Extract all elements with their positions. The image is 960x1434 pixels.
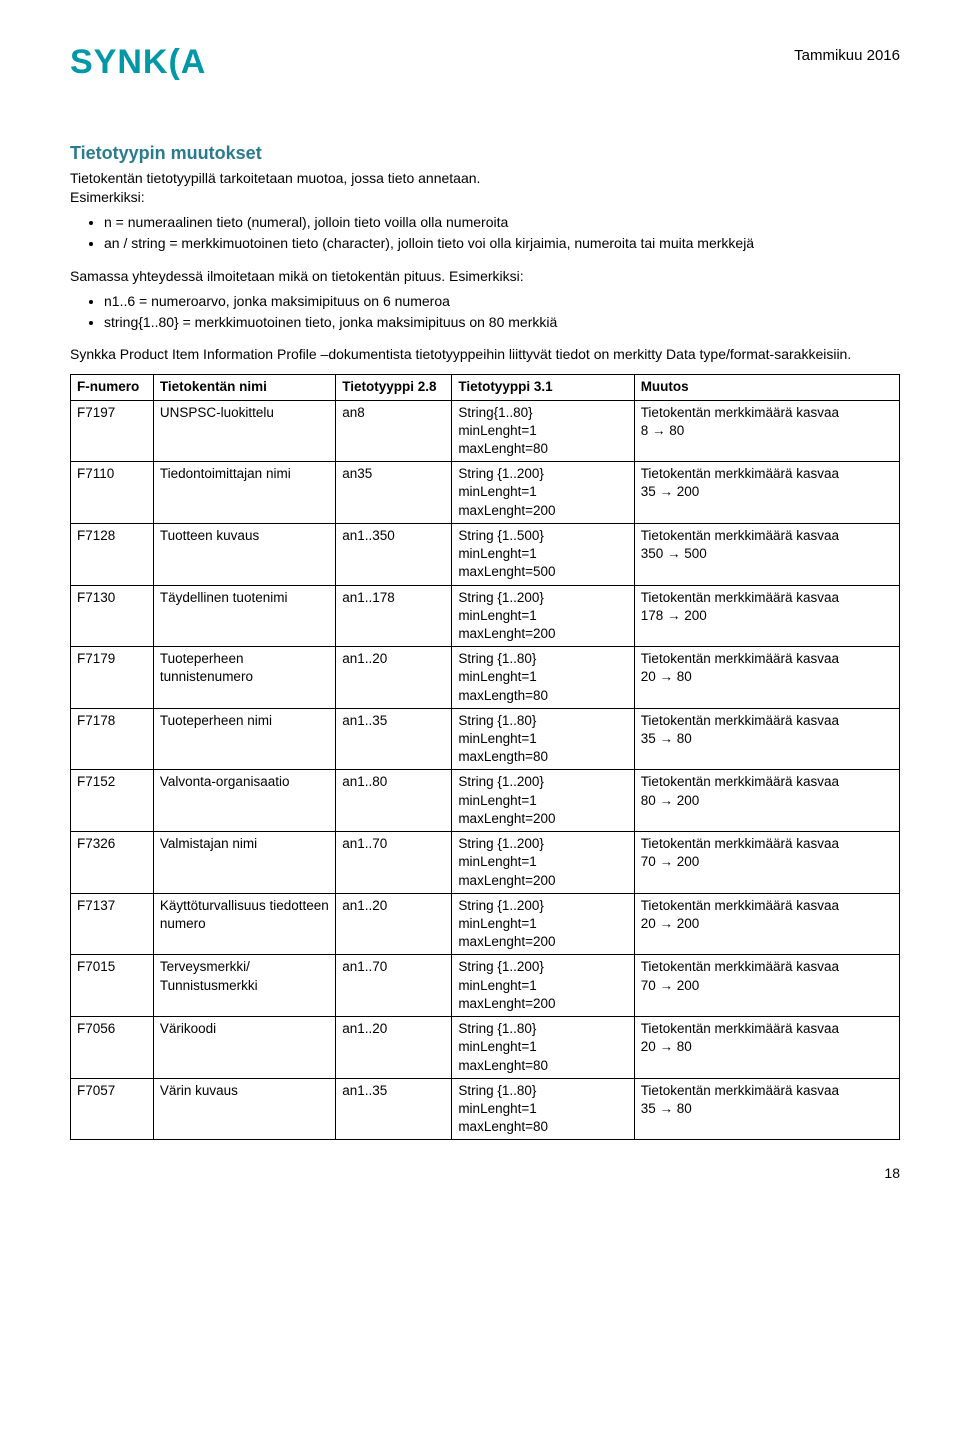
table-cell: String {1..200} minLenght=1 maxLenght=20… xyxy=(452,770,634,832)
table-cell: String {1..80} minLenght=1 maxLenght=80 xyxy=(452,1017,634,1079)
bullet-list-1: n = numeraalinen tieto (numeral), jolloi… xyxy=(70,213,900,253)
table-cell: F7152 xyxy=(71,770,154,832)
table-cell: F7015 xyxy=(71,955,154,1017)
table-cell: an1..80 xyxy=(336,770,452,832)
table-cell: String {1..200} minLenght=1 maxLenght=20… xyxy=(452,832,634,894)
table-row: F7130Täydellinen tuotenimian1..178String… xyxy=(71,585,900,647)
table-cell: Tietokentän merkkimäärä kasvaa 350 → 500 xyxy=(634,523,899,585)
table-cell: Värin kuvaus xyxy=(153,1078,335,1140)
table-cell: an1..20 xyxy=(336,647,452,709)
table-cell: Tuotteen kuvaus xyxy=(153,523,335,585)
table-cell: String {1..200} minLenght=1 maxLenght=20… xyxy=(452,462,634,524)
logo: SYNK(A xyxy=(70,40,206,86)
table-row: F7178Tuoteperheen nimian1..35String {1..… xyxy=(71,708,900,770)
table-cell: an1..70 xyxy=(336,832,452,894)
table-cell: an1..35 xyxy=(336,1078,452,1140)
data-table: F-numero Tietokentän nimi Tietotyyppi 2.… xyxy=(70,374,900,1140)
table-row: F7128Tuotteen kuvausan1..350String {1..5… xyxy=(71,523,900,585)
col-header: Muutos xyxy=(634,375,899,400)
table-cell: F7057 xyxy=(71,1078,154,1140)
table-cell: an1..35 xyxy=(336,708,452,770)
table-row: F7015Terveysmerkki/ Tunnistusmerkkian1..… xyxy=(71,955,900,1017)
table-cell: an1..350 xyxy=(336,523,452,585)
list-item: n = numeraalinen tieto (numeral), jolloi… xyxy=(104,213,900,232)
table-row: F7326Valmistajan nimian1..70String {1..2… xyxy=(71,832,900,894)
table-cell: String {1..80} minLenght=1 maxLength=80 xyxy=(452,647,634,709)
table-cell: Tuoteperheen tunnistenumero xyxy=(153,647,335,709)
list-item: an / string = merkkimuotoinen tieto (cha… xyxy=(104,234,900,253)
col-header: Tietotyyppi 2.8 xyxy=(336,375,452,400)
table-row: F7197UNSPSC-luokitteluan8String{1..80} m… xyxy=(71,400,900,462)
table-cell: UNSPSC-luokittelu xyxy=(153,400,335,462)
table-cell: F7137 xyxy=(71,893,154,955)
logo-text: SYNK(A xyxy=(70,40,206,86)
table-cell: F7178 xyxy=(71,708,154,770)
table-cell: Tietokentän merkkimäärä kasvaa 20 → 80 xyxy=(634,1017,899,1079)
table-body: F7197UNSPSC-luokitteluan8String{1..80} m… xyxy=(71,400,900,1140)
table-cell: Tietokentän merkkimäärä kasvaa 80 → 200 xyxy=(634,770,899,832)
table-cell: F7197 xyxy=(71,400,154,462)
table-cell: Tietokentän merkkimäärä kasvaa 20 → 80 xyxy=(634,647,899,709)
page-header: SYNK(A Tammikuu 2016 xyxy=(70,40,900,86)
table-row: F7179Tuoteperheen tunnistenumeroan1..20S… xyxy=(71,647,900,709)
table-cell: an1..20 xyxy=(336,893,452,955)
page-number: 18 xyxy=(70,1164,900,1183)
table-cell: F7056 xyxy=(71,1017,154,1079)
table-cell: Käyttöturvallisuus tiedotteen numero xyxy=(153,893,335,955)
table-cell: String{1..80} minLenght=1 maxLenght=80 xyxy=(452,400,634,462)
table-cell: Tietokentän merkkimäärä kasvaa 8 → 80 xyxy=(634,400,899,462)
list-item: string{1..80} = merkkimuotoinen tieto, j… xyxy=(104,313,900,332)
table-cell: Värikoodi xyxy=(153,1017,335,1079)
col-header: F-numero xyxy=(71,375,154,400)
table-cell: Tietokentän merkkimäärä kasvaa 178 → 200 xyxy=(634,585,899,647)
table-cell: F7326 xyxy=(71,832,154,894)
table-cell: F7110 xyxy=(71,462,154,524)
table-cell: Tietokentän merkkimäärä kasvaa 35 → 80 xyxy=(634,708,899,770)
table-cell: Valvonta-organisaatio xyxy=(153,770,335,832)
bullet-list-2: n1..6 = numeroarvo, jonka maksimipituus … xyxy=(70,292,900,332)
table-cell: String {1..200} minLenght=1 maxLenght=20… xyxy=(452,955,634,1017)
table-cell: Terveysmerkki/ Tunnistusmerkki xyxy=(153,955,335,1017)
table-cell: String {1..200} minLenght=1 maxLenght=20… xyxy=(452,585,634,647)
col-header: Tietotyyppi 3.1 xyxy=(452,375,634,400)
table-cell: String {1..200} minLenght=1 maxLenght=20… xyxy=(452,893,634,955)
table-cell: an1..20 xyxy=(336,1017,452,1079)
section-title: Tietotyypin muutokset xyxy=(70,141,900,165)
table-cell: Tietokentän merkkimäärä kasvaa 35 → 200 xyxy=(634,462,899,524)
table-cell: Tiedontoimittajan nimi xyxy=(153,462,335,524)
table-cell: String {1..80} minLenght=1 maxLength=80 xyxy=(452,708,634,770)
table-cell: an1..70 xyxy=(336,955,452,1017)
table-cell: Tietokentän merkkimäärä kasvaa 70 → 200 xyxy=(634,955,899,1017)
table-cell: Tuoteperheen nimi xyxy=(153,708,335,770)
table-cell: Tietokentän merkkimäärä kasvaa 70 → 200 xyxy=(634,832,899,894)
table-cell: F7128 xyxy=(71,523,154,585)
paragraph-2: Samassa yhteydessä ilmoitetaan mikä on t… xyxy=(70,267,900,286)
table-cell: Tietokentän merkkimäärä kasvaa 20 → 200 xyxy=(634,893,899,955)
list-item: n1..6 = numeroarvo, jonka maksimipituus … xyxy=(104,292,900,311)
table-row: F7137Käyttöturvallisuus tiedotteen numer… xyxy=(71,893,900,955)
table-cell: String {1..80} minLenght=1 maxLenght=80 xyxy=(452,1078,634,1140)
table-cell: Tietokentän merkkimäärä kasvaa 35 → 80 xyxy=(634,1078,899,1140)
table-cell: an35 xyxy=(336,462,452,524)
col-header: Tietokentän nimi xyxy=(153,375,335,400)
date-text: Tammikuu 2016 xyxy=(794,46,900,66)
table-row: F7057Värin kuvausan1..35String {1..80} m… xyxy=(71,1078,900,1140)
table-header-row: F-numero Tietokentän nimi Tietotyyppi 2.… xyxy=(71,375,900,400)
table-row: F7056Värikoodian1..20String {1..80} minL… xyxy=(71,1017,900,1079)
table-cell: Täydellinen tuotenimi xyxy=(153,585,335,647)
table-cell: Valmistajan nimi xyxy=(153,832,335,894)
table-cell: an8 xyxy=(336,400,452,462)
table-cell: String {1..500} minLenght=1 maxLenght=50… xyxy=(452,523,634,585)
table-row: F7152Valvonta-organisaatioan1..80String … xyxy=(71,770,900,832)
table-cell: F7130 xyxy=(71,585,154,647)
table-cell: F7179 xyxy=(71,647,154,709)
table-cell: an1..178 xyxy=(336,585,452,647)
paragraph-3: Synkka Product Item Information Profile … xyxy=(70,345,900,364)
intro-paragraph: Tietokentän tietotyypillä tarkoitetaan m… xyxy=(70,169,900,207)
table-row: F7110Tiedontoimittajan nimian35String {1… xyxy=(71,462,900,524)
